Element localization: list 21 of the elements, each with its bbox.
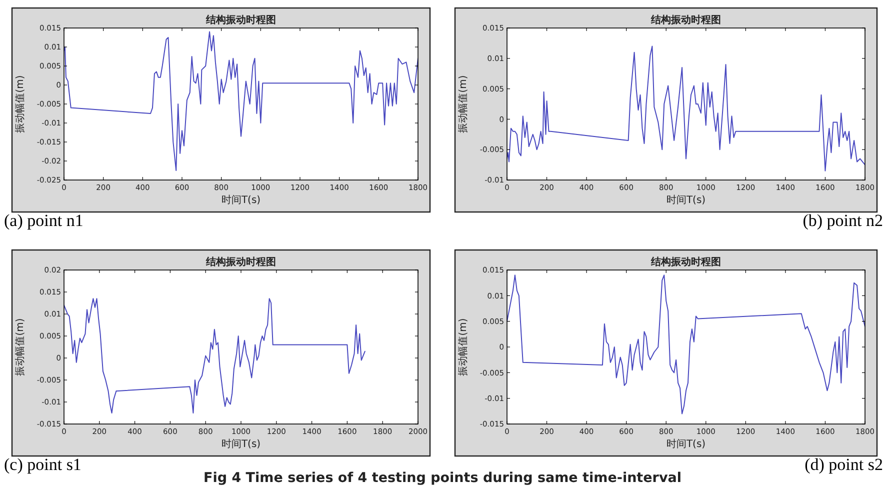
chart-title: 结构振动时程图: [205, 14, 276, 26]
x-axis-title: 时间T(s): [666, 438, 706, 450]
line-series: [507, 274, 865, 414]
line-series: [507, 46, 865, 172]
text: (d) point s2: [804, 455, 883, 474]
caption: Fig 4 Time series of 4 testing points during same time-interval: [204, 470, 682, 486]
line-series: [64, 298, 366, 414]
text: (a) point n1: [4, 211, 84, 230]
y-axis-title: 振动幅值(m): [14, 75, 26, 133]
x-axis-title: 时间T(s): [666, 194, 706, 206]
chart-title: 结构振动时程图: [650, 14, 721, 26]
chart-title: 结构振动时程图: [650, 256, 721, 268]
chart-title: 结构振动时程图: [205, 256, 276, 268]
x-axis-title: 时间T(s): [221, 194, 261, 206]
text: (c) point s1: [4, 455, 82, 474]
x-axis-title: 时间T(s): [221, 438, 261, 450]
y-axis-title: 振动幅值(m): [457, 75, 469, 133]
line-series: [64, 31, 418, 171]
y-axis-title: 振动幅值(m): [14, 318, 26, 376]
text: (b) point n2: [802, 211, 883, 230]
y-axis-title: 振动幅值(m): [457, 318, 469, 376]
